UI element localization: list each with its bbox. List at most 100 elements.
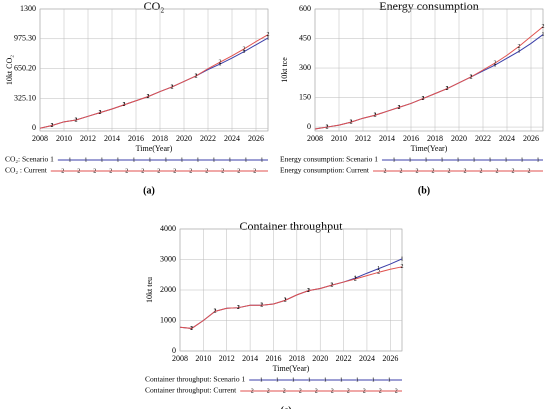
legend-marker: 1 [488, 157, 491, 163]
series-marker: 1 [518, 49, 521, 55]
x-tick-label: 2020 [312, 354, 328, 363]
legend-marker: 2 [237, 168, 240, 174]
chart-panel: Container throughput 0 1000 2000 3000 4000 200… [145, 219, 404, 409]
series-marker: 2 [147, 94, 150, 100]
legend-marker: 2 [251, 388, 254, 394]
x-tick-label: 2024 [499, 134, 515, 143]
series-marker: 2 [75, 117, 78, 123]
x-axis-label: Time(Year) [136, 144, 173, 153]
legend-label: Energy consumption: Scenario 1 [280, 155, 378, 164]
series-marker: 2 [470, 74, 473, 80]
series-marker: 1 [354, 275, 357, 281]
legend-marker: 2 [61, 168, 64, 174]
legend-marker: 2 [528, 168, 531, 174]
y-tick-label: 1000 [160, 315, 176, 324]
series-marker: 2 [123, 102, 126, 108]
x-tick-label: 2024 [224, 134, 240, 143]
legend-marker: 1 [340, 377, 343, 383]
y-tick-label: 600 [299, 4, 311, 13]
series-marker: 2 [190, 326, 193, 332]
legend-marker: 1 [132, 157, 135, 163]
series-marker: 2 [260, 303, 263, 309]
series-marker: 2 [494, 60, 497, 66]
legend-marker: 1 [408, 157, 411, 163]
legend-marker: 1 [456, 157, 459, 163]
series-marker: 2 [422, 96, 425, 102]
legend-marker: 2 [157, 168, 160, 174]
legend-marker: 1 [520, 157, 523, 163]
x-tick-label: 2012 [80, 134, 96, 143]
x-tick-label: 2014 [104, 134, 120, 143]
series-marker: 2 [354, 276, 357, 282]
series-marker: 2 [307, 288, 310, 294]
legend-marker: 1 [164, 157, 167, 163]
legend-marker: 2 [496, 168, 499, 174]
x-axis-label: Time(Year) [411, 144, 448, 153]
legend-label: CO₂: Scenario 1 [5, 155, 54, 164]
series-marker: 2 [401, 264, 404, 270]
series-marker: 2 [518, 44, 521, 50]
x-tick-label: 2018 [427, 134, 443, 143]
series-marker: 2 [374, 113, 377, 119]
legend-marker: 1 [244, 157, 247, 163]
x-tick-label: 2026 [523, 134, 539, 143]
legend-marker: 1 [504, 157, 507, 163]
y-tick-label: 4000 [160, 224, 176, 233]
legend-marker: 2 [400, 168, 403, 174]
legend-marker: 2 [205, 168, 208, 174]
x-tick-label: 2008 [32, 134, 48, 143]
legend-marker: 2 [480, 168, 483, 174]
x-tick-label: 2016 [128, 134, 144, 143]
series-marker: 2 [350, 120, 353, 126]
legend-marker: 1 [308, 377, 311, 383]
chart-title: Container throughput [240, 219, 344, 233]
x-tick-label: 2010 [56, 134, 72, 143]
legend-marker: 2 [125, 168, 128, 174]
legend-marker: 2 [315, 388, 318, 394]
series-marker: 1 [267, 35, 270, 41]
legend-marker: 2 [363, 388, 366, 394]
legend-marker: 1 [196, 157, 199, 163]
series-line [39, 34, 269, 129]
legend-marker: 2 [464, 168, 467, 174]
series-line [39, 37, 269, 129]
x-tick-label: 2022 [200, 134, 216, 143]
x-axis-label: Time(Year) [273, 364, 310, 373]
legend-marker: 1 [148, 157, 151, 163]
legend-label: Energy consumption: Current [280, 166, 370, 175]
legend-marker: 2 [141, 168, 144, 174]
x-tick-label: 2016 [265, 354, 281, 363]
legend-marker: 2 [331, 388, 334, 394]
legend-marker: 2 [379, 388, 382, 394]
plot-frame [314, 8, 544, 132]
legend-marker: 2 [109, 168, 112, 174]
legend-marker: 1 [212, 157, 215, 163]
x-tick-label: 2008 [307, 134, 323, 143]
x-tick-label: 2020 [451, 134, 467, 143]
y-tick-label: 300 [299, 63, 311, 72]
legend-marker: 1 [424, 157, 427, 163]
series-marker: 2 [446, 86, 449, 92]
series-marker: 2 [171, 84, 174, 90]
legend-marker: 2 [432, 168, 435, 174]
y-tick-label: 450 [299, 33, 311, 42]
panel-label: (b) [418, 185, 430, 196]
legend-marker: 1 [472, 157, 475, 163]
y-tick-label: 975.30 [14, 34, 36, 43]
y-tick-label: 150 [299, 92, 311, 101]
x-tick-label: 2020 [176, 134, 192, 143]
legend-marker: 1 [276, 377, 279, 383]
y-tick-label: 3000 [160, 254, 176, 263]
y-tick-label: 325.10 [14, 93, 36, 102]
x-tick-label: 2018 [152, 134, 168, 143]
chart-panel: CO₂ 0 325.10 650.20 975.30 1300 2008 2010 2012 20… [5, 0, 270, 196]
legend-marker: 1 [180, 157, 183, 163]
x-tick-label: 2012 [355, 134, 371, 143]
legend-marker: 2 [221, 168, 224, 174]
series-marker: 2 [214, 309, 217, 315]
y-axis-label: 10kt CO₂ [5, 55, 14, 85]
series-marker: 1 [542, 32, 545, 38]
panel-label: (a) [143, 185, 155, 196]
legend-marker: 1 [84, 157, 87, 163]
